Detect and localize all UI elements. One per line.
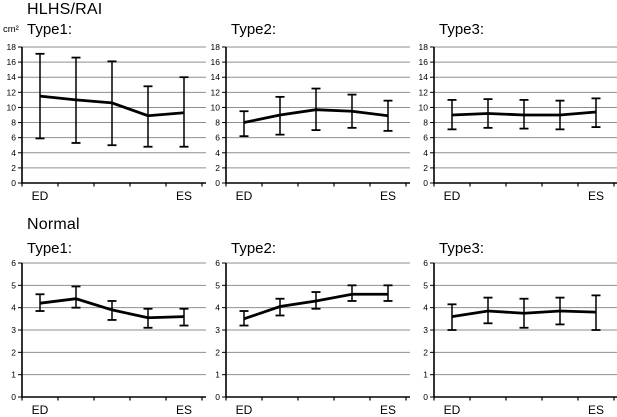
svg-text:12: 12 [419,87,429,97]
svg-text:ED: ED [32,189,49,203]
svg-text:6: 6 [423,259,428,268]
svg-text:ES: ES [588,189,604,203]
svg-text:5: 5 [423,280,428,290]
svg-text:0: 0 [11,392,16,402]
svg-text:0: 0 [423,392,428,402]
svg-text:16: 16 [419,57,429,67]
svg-text:18: 18 [211,43,221,52]
svg-text:ES: ES [380,403,396,417]
svg-text:4: 4 [11,148,16,158]
svg-text:10: 10 [419,102,429,112]
svg-text:12: 12 [211,87,221,97]
svg-text:0: 0 [215,178,220,188]
svg-text:4: 4 [423,303,428,313]
svg-text:6: 6 [423,133,428,143]
svg-text:2: 2 [423,163,428,173]
svg-text:6: 6 [11,259,16,268]
svg-text:2: 2 [215,347,220,357]
svg-text:ED: ED [32,403,49,417]
chart-title: Type2: [231,21,277,38]
chart-title: Type1: [27,240,73,257]
chart-panel-normal-type1: Type1: 0 1 2 3 4 5 6 ED ES [0,240,206,417]
svg-text:3: 3 [215,325,220,335]
svg-text:ES: ES [380,189,396,203]
svg-text:3: 3 [11,325,16,335]
svg-text:14: 14 [419,72,429,82]
chart-panel-normal-type3: Type3: 0 1 2 3 4 5 6 ED ES [412,240,617,417]
svg-text:14: 14 [7,72,17,82]
svg-text:ES: ES [176,403,192,417]
chart-panel-hlhs-type1: Type1: 0 2 4 6 8 10 12 14 16 18 ED ES [0,21,206,211]
svg-text:3: 3 [423,325,428,335]
svg-text:ED: ED [444,403,461,417]
svg-text:1: 1 [11,370,16,380]
svg-text:14: 14 [211,72,221,82]
svg-text:ED: ED [236,403,253,417]
chart-hlhs-type2: 0 2 4 6 8 10 12 14 16 18 ED ES [211,43,410,203]
svg-text:18: 18 [7,43,17,52]
svg-text:2: 2 [11,163,16,173]
svg-text:8: 8 [11,118,16,128]
group-header-normal: Normal [27,216,80,233]
svg-text:ES: ES [176,189,192,203]
svg-text:4: 4 [215,303,220,313]
svg-text:12: 12 [7,87,17,97]
svg-text:16: 16 [7,57,17,67]
chart-panel-hlhs-type3: Type3: 0 2 4 6 8 10 12 14 16 18 ED ES [412,21,617,211]
svg-text:2: 2 [423,347,428,357]
chart-panel-normal-type2: Type2: 0 1 2 3 4 5 6 ED ES [204,240,410,417]
svg-text:1: 1 [215,370,220,380]
svg-text:0: 0 [423,178,428,188]
svg-text:5: 5 [11,280,16,290]
chart-panel-hlhs-type2: Type2: 0 2 4 6 8 10 12 14 16 18 ED ES [204,21,410,211]
chart-normal-type2: 0 1 2 3 4 5 6 ED ES [215,259,410,417]
svg-text:1: 1 [423,370,428,380]
chart-title: Type3: [439,21,485,38]
svg-text:ED: ED [444,189,461,203]
chart-hlhs-type3: 0 2 4 6 8 10 12 14 16 18 ED ES [419,43,617,203]
svg-text:16: 16 [211,57,221,67]
svg-text:18: 18 [419,43,429,52]
svg-text:4: 4 [215,148,220,158]
svg-text:10: 10 [7,102,17,112]
svg-text:6: 6 [215,259,220,268]
svg-text:4: 4 [423,148,428,158]
chart-title: Type2: [231,240,277,257]
svg-text:10: 10 [211,102,221,112]
group-header-hlhs-rai: HLHS/RAI [27,1,103,18]
chart-title: Type3: [439,240,485,257]
svg-text:6: 6 [215,133,220,143]
svg-text:ES: ES [588,403,604,417]
svg-text:4: 4 [11,303,16,313]
chart-title: Type1: [27,21,73,38]
y-axis-unit-label: cm² [3,24,19,35]
chart-normal-type1: 0 1 2 3 4 5 6 ED ES [11,259,206,417]
chart-normal-type3: 0 1 2 3 4 5 6 ED ES [423,259,617,417]
svg-text:0: 0 [11,178,16,188]
chart-hlhs-type1: 0 2 4 6 8 10 12 14 16 18 ED ES [7,43,206,203]
svg-text:2: 2 [11,347,16,357]
svg-text:8: 8 [423,118,428,128]
svg-text:ED: ED [236,189,253,203]
svg-text:5: 5 [215,280,220,290]
svg-text:6: 6 [11,133,16,143]
svg-text:0: 0 [215,392,220,402]
svg-text:2: 2 [215,163,220,173]
svg-text:8: 8 [215,118,220,128]
